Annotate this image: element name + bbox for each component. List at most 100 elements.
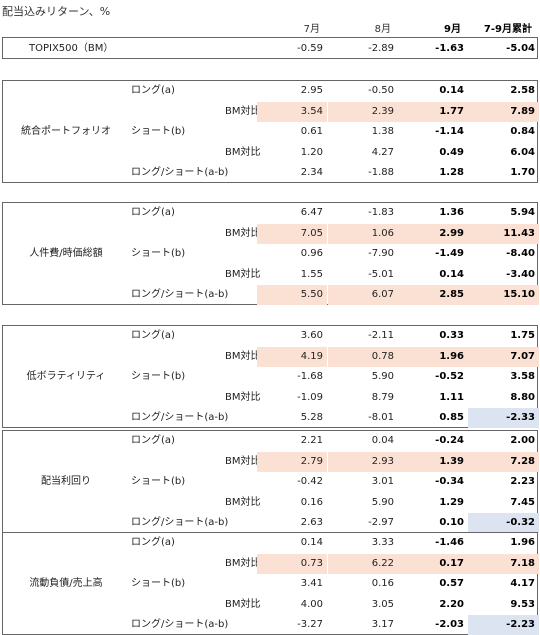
- value-cell: 0.14: [300, 537, 323, 548]
- table-row: ロング/ショート(a-b) 2.63 -2.97 0.10 -0.32: [3, 513, 539, 533]
- value-cell: 6.47: [300, 207, 323, 218]
- value-cell: 0.04: [371, 435, 394, 446]
- row-label: ショート(b): [131, 476, 186, 487]
- value-cell: 11.43: [468, 223, 539, 244]
- value-cell: 1.38: [371, 126, 394, 137]
- value-cell: 7.89: [468, 101, 539, 122]
- row-label: ロング(a): [131, 330, 175, 341]
- value-cell: 0.16: [300, 496, 323, 508]
- value-cell: 2.58: [510, 85, 535, 96]
- column-header: 7-9月累計: [483, 24, 532, 35]
- value-cell: 5.90: [371, 371, 394, 382]
- row-label: ロング/ショート(a-b): [131, 412, 229, 423]
- row-label: ショート(b): [131, 578, 186, 589]
- value-cell: 0.49: [439, 146, 464, 158]
- value-cell: -3.27: [297, 619, 323, 630]
- value-cell: 7.28: [468, 451, 539, 472]
- value-cell: -2.11: [368, 330, 394, 341]
- table-row: BM対比 4.00 3.05 2.20 9.53: [3, 595, 537, 615]
- value-cell: 1.70: [510, 167, 535, 178]
- value-cell: -5.01: [368, 268, 394, 280]
- value-cell: 1.06: [328, 223, 398, 244]
- table-row: BM対比 4.19 0.78 1.96 7.07: [3, 346, 539, 367]
- row-label: BM対比: [225, 391, 261, 403]
- row-label: ショート(b): [131, 248, 186, 259]
- group-name: 配当利回り: [41, 476, 91, 487]
- value-cell: 0.61: [300, 126, 323, 137]
- table-row: ロング/ショート(a-b) 2.34 -1.88 1.28 1.70: [3, 163, 537, 183]
- value-cell: 3.41: [300, 578, 323, 589]
- value-cell: -0.52: [435, 371, 464, 382]
- row-label: BM対比: [225, 598, 261, 610]
- value-cell: 0.78: [328, 346, 398, 367]
- value-cell: 7.45: [510, 496, 535, 508]
- value-cell: 0.14: [439, 85, 464, 96]
- row-label: BM対比: [225, 146, 261, 158]
- value-cell: -0.59: [297, 43, 323, 54]
- value-cell: 1.28: [439, 167, 464, 178]
- value-cell: -8.01: [368, 412, 394, 423]
- value-cell: -0.34: [435, 476, 464, 487]
- table-row: ショート(b) -1.68 5.90 -0.52 3.58: [3, 367, 537, 387]
- value-cell: 3.33: [371, 537, 394, 548]
- table-caption: 配当込みリターン、%: [2, 5, 111, 18]
- row-label: ロング/ショート(a-b): [131, 167, 229, 178]
- value-cell: 2.99: [398, 223, 468, 244]
- value-cell: -0.32: [468, 513, 539, 533]
- value-cell: 0.33: [439, 330, 464, 341]
- table-row: ショート(b) 0.96 -7.90 -1.49 -8.40: [3, 244, 537, 264]
- column-header: 7月: [303, 24, 320, 35]
- table-row: ロング/ショート(a-b) -3.27 3.17 -2.03 -2.23: [3, 615, 539, 635]
- value-cell: 15.10: [468, 285, 539, 305]
- value-cell: 2.85: [398, 285, 468, 305]
- value-cell: 5.90: [371, 496, 394, 508]
- table-row: BM対比 0.16 5.90 1.29 7.45: [3, 493, 537, 513]
- value-cell: 2.00: [510, 435, 535, 446]
- value-cell: 6.22: [328, 553, 398, 574]
- value-cell: 0.84: [510, 126, 535, 137]
- value-cell: 1.96: [510, 537, 535, 548]
- value-cell: 4.27: [371, 146, 394, 158]
- value-cell: -2.03: [435, 619, 464, 630]
- row-label: BM対比: [225, 105, 261, 117]
- value-cell: 0.96: [300, 248, 323, 259]
- row-label: ショート(b): [131, 371, 186, 382]
- value-cell: -1.09: [297, 391, 323, 403]
- value-cell: 6.07: [328, 285, 398, 305]
- row-label: ロング/ショート(a-b): [131, 619, 229, 630]
- value-cell: 5.50: [257, 285, 327, 305]
- table-row: BM対比 7.05 1.06 2.99 11.43: [3, 223, 539, 244]
- table-row: ロング(a) 2.95 -0.50 0.14 2.58: [3, 81, 537, 101]
- value-cell: 1.20: [300, 146, 323, 158]
- value-cell: 2.93: [328, 451, 398, 472]
- factor-group: 低ボラティリティ ロング(a) 3.60 -2.11 0.33 1.75 BM対比 4.19 0…: [2, 325, 539, 428]
- table-row: ショート(b) 3.41 0.16 0.57 4.17: [3, 574, 537, 594]
- row-label: BM対比: [225, 350, 261, 362]
- value-cell: -1.14: [435, 126, 464, 137]
- table-row: ロング/ショート(a-b) 5.28 -8.01 0.85 -2.33: [3, 408, 539, 428]
- value-cell: -1.49: [435, 248, 464, 259]
- value-cell: -7.90: [368, 248, 394, 259]
- value-cell: 3.17: [371, 619, 394, 630]
- value-cell: 1.36: [439, 207, 464, 218]
- row-label: BM対比: [225, 268, 261, 280]
- value-cell: 2.39: [328, 101, 398, 122]
- row-label: ロング(a): [131, 537, 175, 548]
- row-label: ロング(a): [131, 435, 175, 446]
- value-cell: 4.00: [300, 598, 323, 610]
- value-cell: 0.14: [439, 268, 464, 280]
- value-cell: -1.46: [435, 537, 464, 548]
- value-cell: 1.29: [439, 496, 464, 508]
- value-cell: 2.23: [510, 476, 535, 487]
- value-cell: 3.58: [510, 371, 535, 382]
- row-label: ロング/ショート(a-b): [131, 517, 229, 528]
- value-cell: 3.05: [371, 598, 394, 610]
- column-header: 9月: [444, 24, 461, 35]
- value-cell: 4.17: [510, 578, 535, 589]
- value-cell: 2.95: [300, 85, 323, 96]
- row-label: BM対比: [225, 557, 261, 569]
- row-label: BM対比: [225, 496, 261, 508]
- factor-group: 流動負債/売上高 ロング(a) 0.14 3.33 -1.46 1.96 BM対比 0.73 6…: [2, 532, 539, 635]
- value-cell: -0.24: [435, 435, 464, 446]
- value-cell: 7.05: [257, 223, 327, 244]
